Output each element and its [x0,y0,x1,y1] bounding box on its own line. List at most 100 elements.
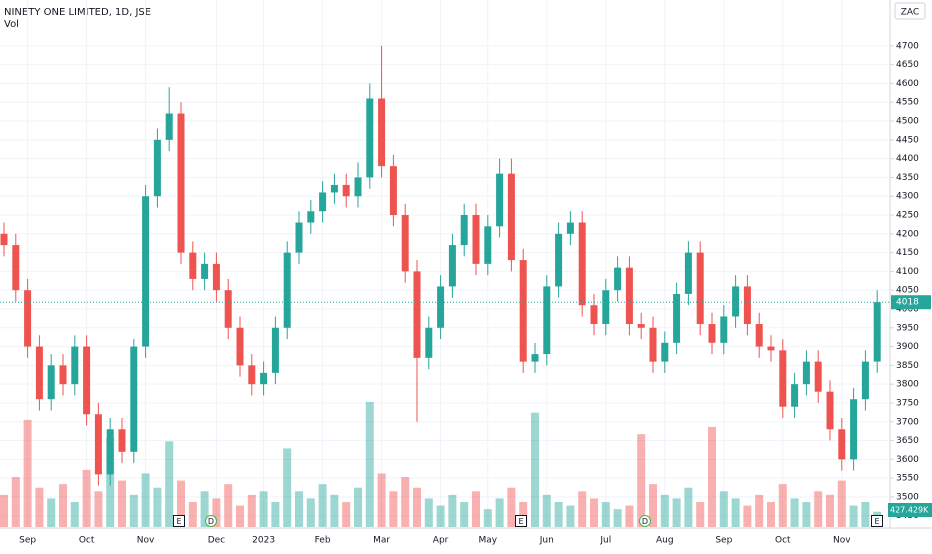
volume-bar [613,509,622,527]
y-tick-label: 4700 [896,41,919,51]
volume-bar [590,498,598,527]
candle-body [248,365,256,385]
volume-bar [47,498,56,527]
x-tick-label: Nov [833,536,851,546]
candle-body [59,365,67,385]
candle-body [12,245,20,291]
volume-bar [554,502,563,527]
volume-bar [82,469,91,527]
x-tick-label: Dec [208,536,225,546]
x-tick-label: Jul [599,536,611,546]
event-label[interactable]: D [208,517,214,526]
event-label[interactable]: E [176,517,181,526]
x-tick-label: Nov [137,536,155,546]
volume-bar [141,473,150,527]
volume-bar [153,487,162,527]
volume-bar [507,487,516,527]
y-tick-label: 4300 [896,192,919,202]
event-label[interactable]: E [518,517,523,526]
volume-bar [778,484,787,527]
candle-body [354,177,362,197]
x-tick-label: Oct [775,536,791,546]
candle-body [130,346,138,452]
volume-bar [200,491,209,527]
candle-body [342,184,350,197]
candle-body [602,290,610,325]
candle-body [201,263,209,279]
y-tick-label: 4150 [896,248,919,258]
y-tick-label: 3650 [896,436,919,446]
volume-bar [342,502,351,527]
candle-body [826,391,834,430]
y-tick-label: 3500 [896,492,919,502]
volume-bar [365,402,374,527]
x-tick-label: 2023 [252,536,275,546]
x-tick-label: May [478,536,497,546]
volume-bar [649,484,657,527]
candle-body [366,98,374,178]
candle-body [625,267,633,325]
volume-bar [94,491,103,527]
volume-bar [696,502,705,527]
currency-box[interactable] [894,2,926,20]
candle-body [295,222,303,253]
candle-body [496,173,504,227]
volume-bar [354,487,362,527]
candle-body [0,233,8,246]
volume-bar [165,441,174,527]
volume-bar [236,505,244,527]
candle-body [779,350,787,407]
candle-body [802,361,810,385]
volume-bar [330,494,339,527]
candle-body [555,233,563,287]
volume-bar [802,502,811,527]
volume-bar [566,505,575,527]
candle-body [425,327,433,358]
volume-bar [708,427,716,527]
y-tick-label: 3600 [896,455,919,465]
volume-bar [767,502,775,527]
candle-body [35,346,43,400]
candle-body [106,429,114,475]
candle-body [118,429,126,452]
y-tick-label: 4400 [896,154,919,164]
candle-body [212,263,220,291]
volume-bar [495,498,504,527]
volume-bar [743,505,752,527]
volume-bar [188,502,197,527]
volume-bar [70,502,79,527]
event-marker [639,515,651,527]
candle-body [661,342,669,362]
last-volume-box [888,503,932,517]
y-tick-label: 4350 [896,173,919,183]
volume-bar [413,487,421,527]
volume-bar [542,494,551,527]
volume-bar [224,484,233,527]
y-tick-label: 4550 [896,98,919,108]
volume-bar [377,473,386,527]
x-tick-label: Oct [79,536,95,546]
volume-bar [672,498,681,527]
candle-body [755,324,763,347]
volume-bar [578,491,587,527]
candle-body [814,361,822,392]
candle-body [861,361,869,400]
volume-bar [837,480,846,527]
candle-body [142,196,150,347]
candle-body [330,184,338,193]
candle-body [614,267,622,291]
event-label[interactable]: E [874,517,879,526]
currency[interactable]: ZAC [901,8,919,18]
volume-bar [483,509,492,527]
candle-body [189,252,197,279]
event-marker [515,515,527,527]
volume-bar [472,491,480,527]
volume-bar [59,484,67,527]
candle-body [71,346,79,385]
candle-body [472,215,480,264]
event-label[interactable]: D [642,517,648,526]
candle-body [236,327,244,366]
candle-body [578,222,586,306]
